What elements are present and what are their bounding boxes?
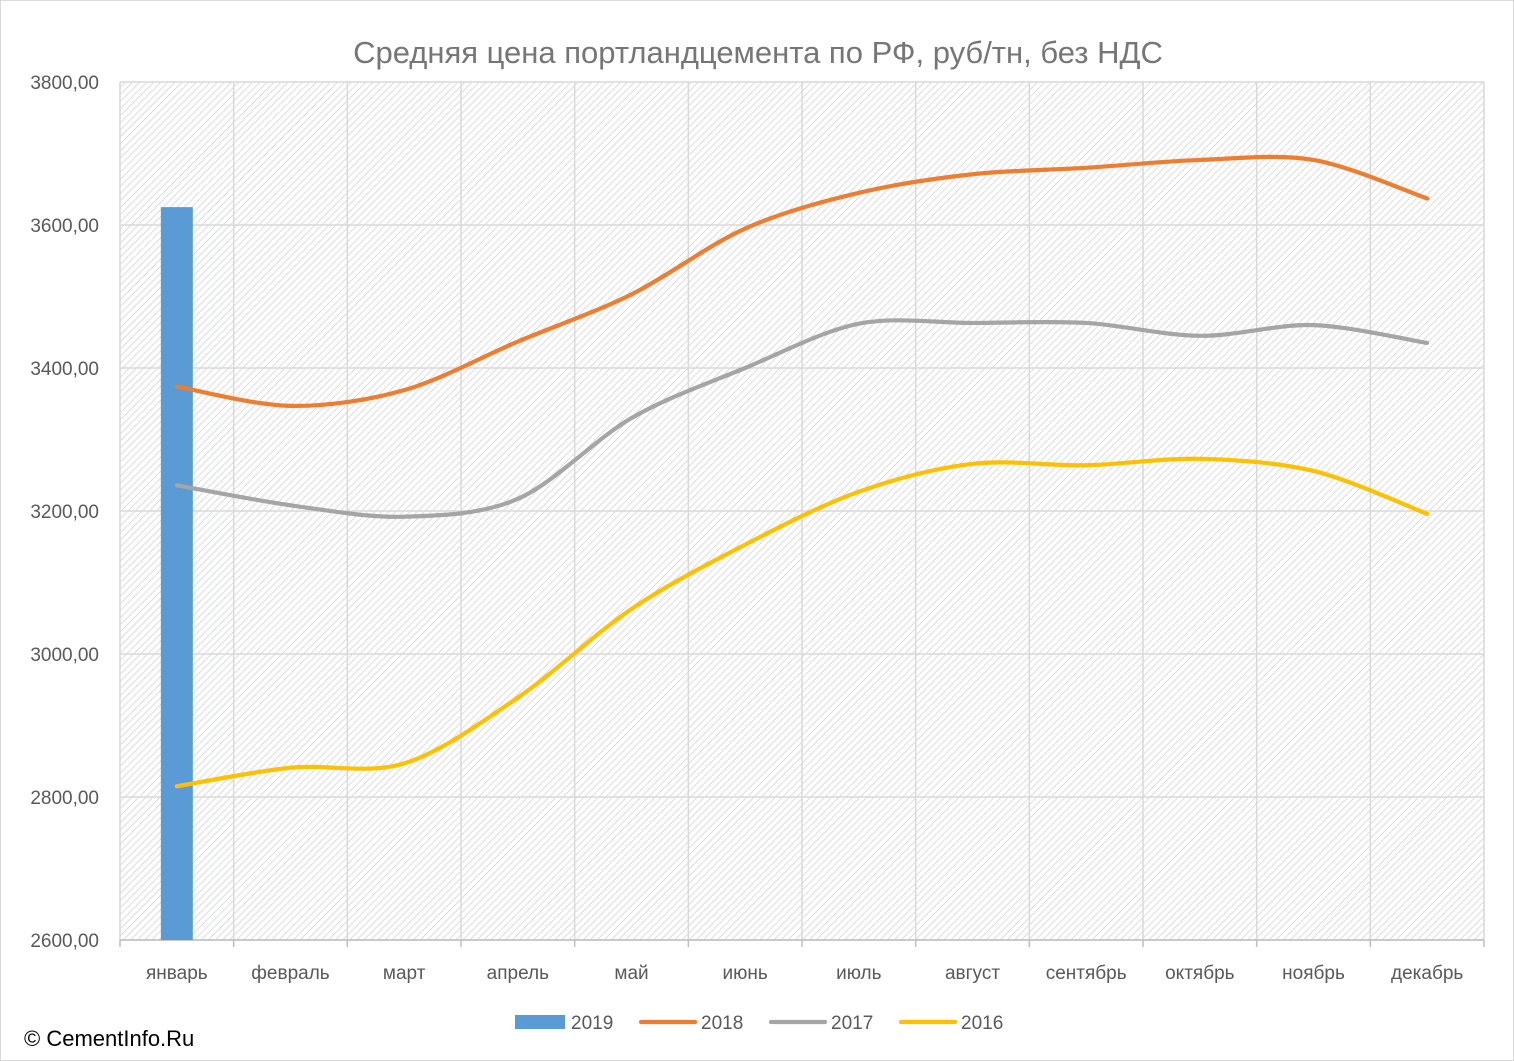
legend-label: 2016 [961,1013,1003,1034]
x-tick-label: декабрь [1391,963,1463,984]
x-tick-label: август [945,963,1000,984]
x-tick-label: сентябрь [1046,963,1127,984]
y-tick-label: 3600,00 [30,216,99,237]
x-tick-label: октябрь [1165,963,1235,984]
line-2017 [174,318,1430,519]
bar-2019 [160,207,193,940]
legend-label: 2017 [831,1013,873,1034]
legend-item-2016[interactable]: 2016 [898,1013,1003,1034]
x-tick-label: апрель [487,963,549,984]
line-2018 [174,154,1430,408]
legend-label: 2018 [701,1013,743,1034]
x-tick-label: февраль [251,963,330,984]
copyright-text: © CementInfo.Ru [24,1026,195,1051]
x-tick-label: март [383,963,426,984]
legend-item-2017[interactable]: 2017 [768,1013,873,1034]
x-tick-label: июнь [723,963,768,984]
y-tick-label: 3800,00 [30,73,99,94]
x-tick-label: июль [836,963,882,984]
line-2016 [174,456,1430,789]
y-tick-label: 2800,00 [30,788,99,809]
gridlines [119,81,1485,941]
legend-item-2019[interactable]: 2019 [515,1013,613,1034]
y-tick-label: 3400,00 [30,359,99,380]
legend-item-2018[interactable]: 2018 [638,1013,743,1034]
chart-title: Средняя цена портландцемента по РФ, руб/… [353,35,1163,70]
legend[interactable]: 2019 2018 2017 2016 [515,1013,1003,1034]
line-series [174,154,1430,789]
y-tick-label: 3000,00 [30,645,99,666]
y-tick-label: 2600,00 [30,931,99,952]
y-axis: 2600,00 2800,00 3000,00 3200,00 3400,00 3600,… [30,73,99,952]
legend-label: 2019 [571,1013,613,1034]
y-tick-label: 3200,00 [30,502,99,523]
legend-swatch [515,1015,565,1029]
x-axis: январь февраль март апрель май июнь июль август… [119,939,1485,984]
bar-series [160,207,193,940]
x-tick-label: май [614,963,648,984]
x-tick-label: январь [146,963,208,984]
x-tick-label: ноябрь [1282,963,1345,984]
